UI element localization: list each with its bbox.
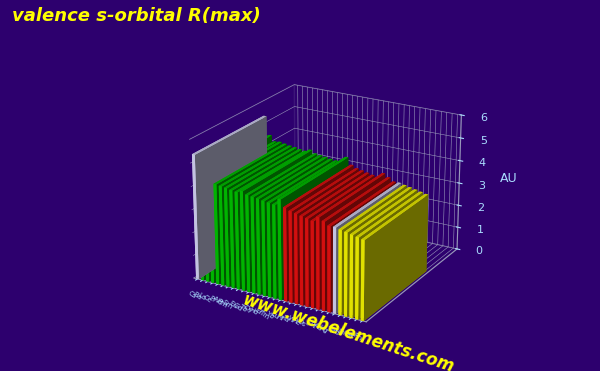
Text: valence s-orbital R(max): valence s-orbital R(max) <box>12 7 261 26</box>
Text: www.webelements.com: www.webelements.com <box>240 291 456 371</box>
